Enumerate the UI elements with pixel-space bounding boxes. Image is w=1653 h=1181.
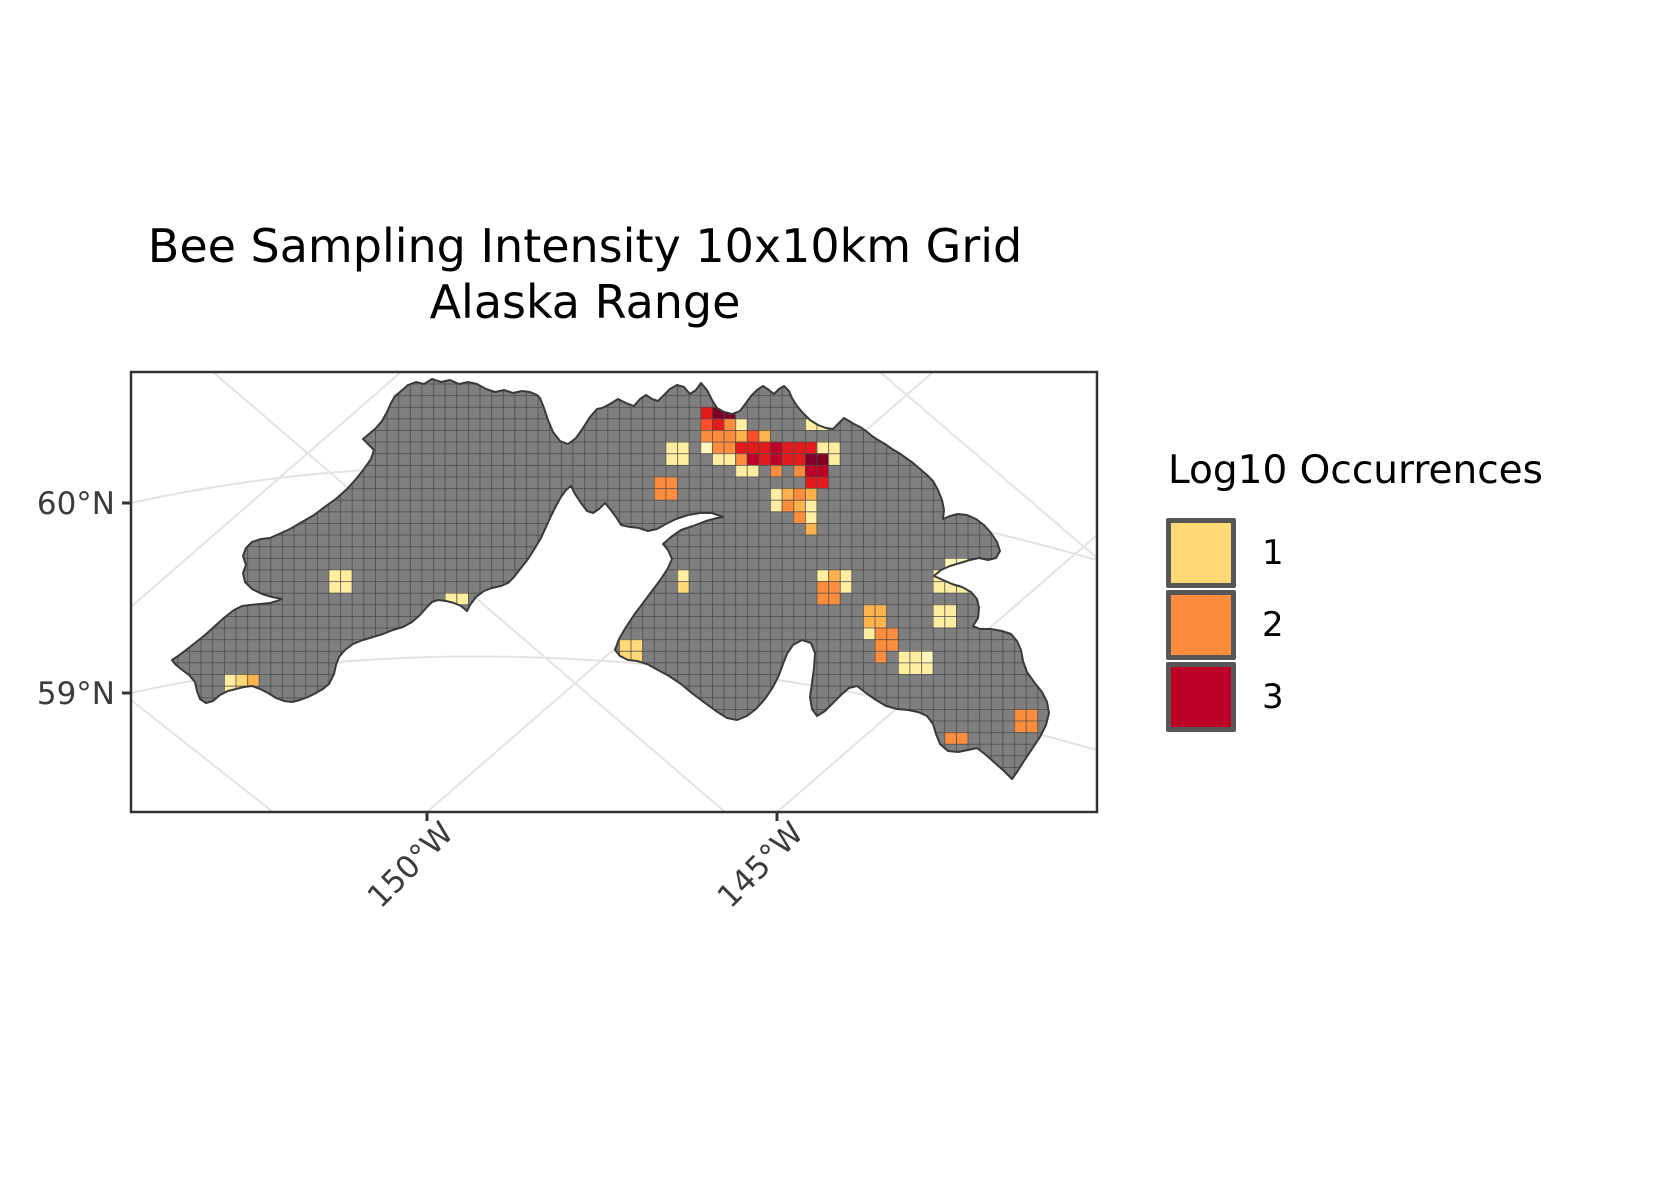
legend-item: 1 [1166,517,1543,589]
x-axis-tick-label: 150°W [361,815,461,915]
grid-cell [444,604,457,617]
map-panel-area [131,372,1097,812]
x-axis-tick-label: 145°W [711,815,811,915]
legend-label: 1 [1262,533,1284,573]
legend-items: 1 2 3 [1166,517,1543,733]
plot-title-line1: Bee Sampling Intensity 10x10km Grid [147,219,1023,273]
plot-title-line2: Alaska Range [429,275,741,329]
y-axis-tick-label: 59°N [37,676,115,712]
legend-label: 2 [1262,605,1284,645]
legend-item: 2 [1166,589,1543,661]
legend-swatch-2 [1166,590,1236,660]
legend-swatch-1 [1166,518,1236,588]
grid-cell [944,569,957,582]
legend-label: 3 [1262,677,1284,717]
plot-title: Bee Sampling Intensity 10x10km Grid Alas… [88,218,1082,330]
grid-cell [956,569,968,582]
grid-cell [967,569,980,582]
y-axis-tick-label: 60°N [37,486,115,522]
grid-overlay [172,379,1049,779]
coastline [171,378,1050,780]
legend-swatch-3 [1166,662,1236,732]
legend: Log10 Occurrences 1 2 3 [1166,448,1543,733]
panel-border [129,370,1099,814]
legend-item: 3 [1166,661,1543,733]
legend-title: Log10 Occurrences [1168,448,1543,493]
